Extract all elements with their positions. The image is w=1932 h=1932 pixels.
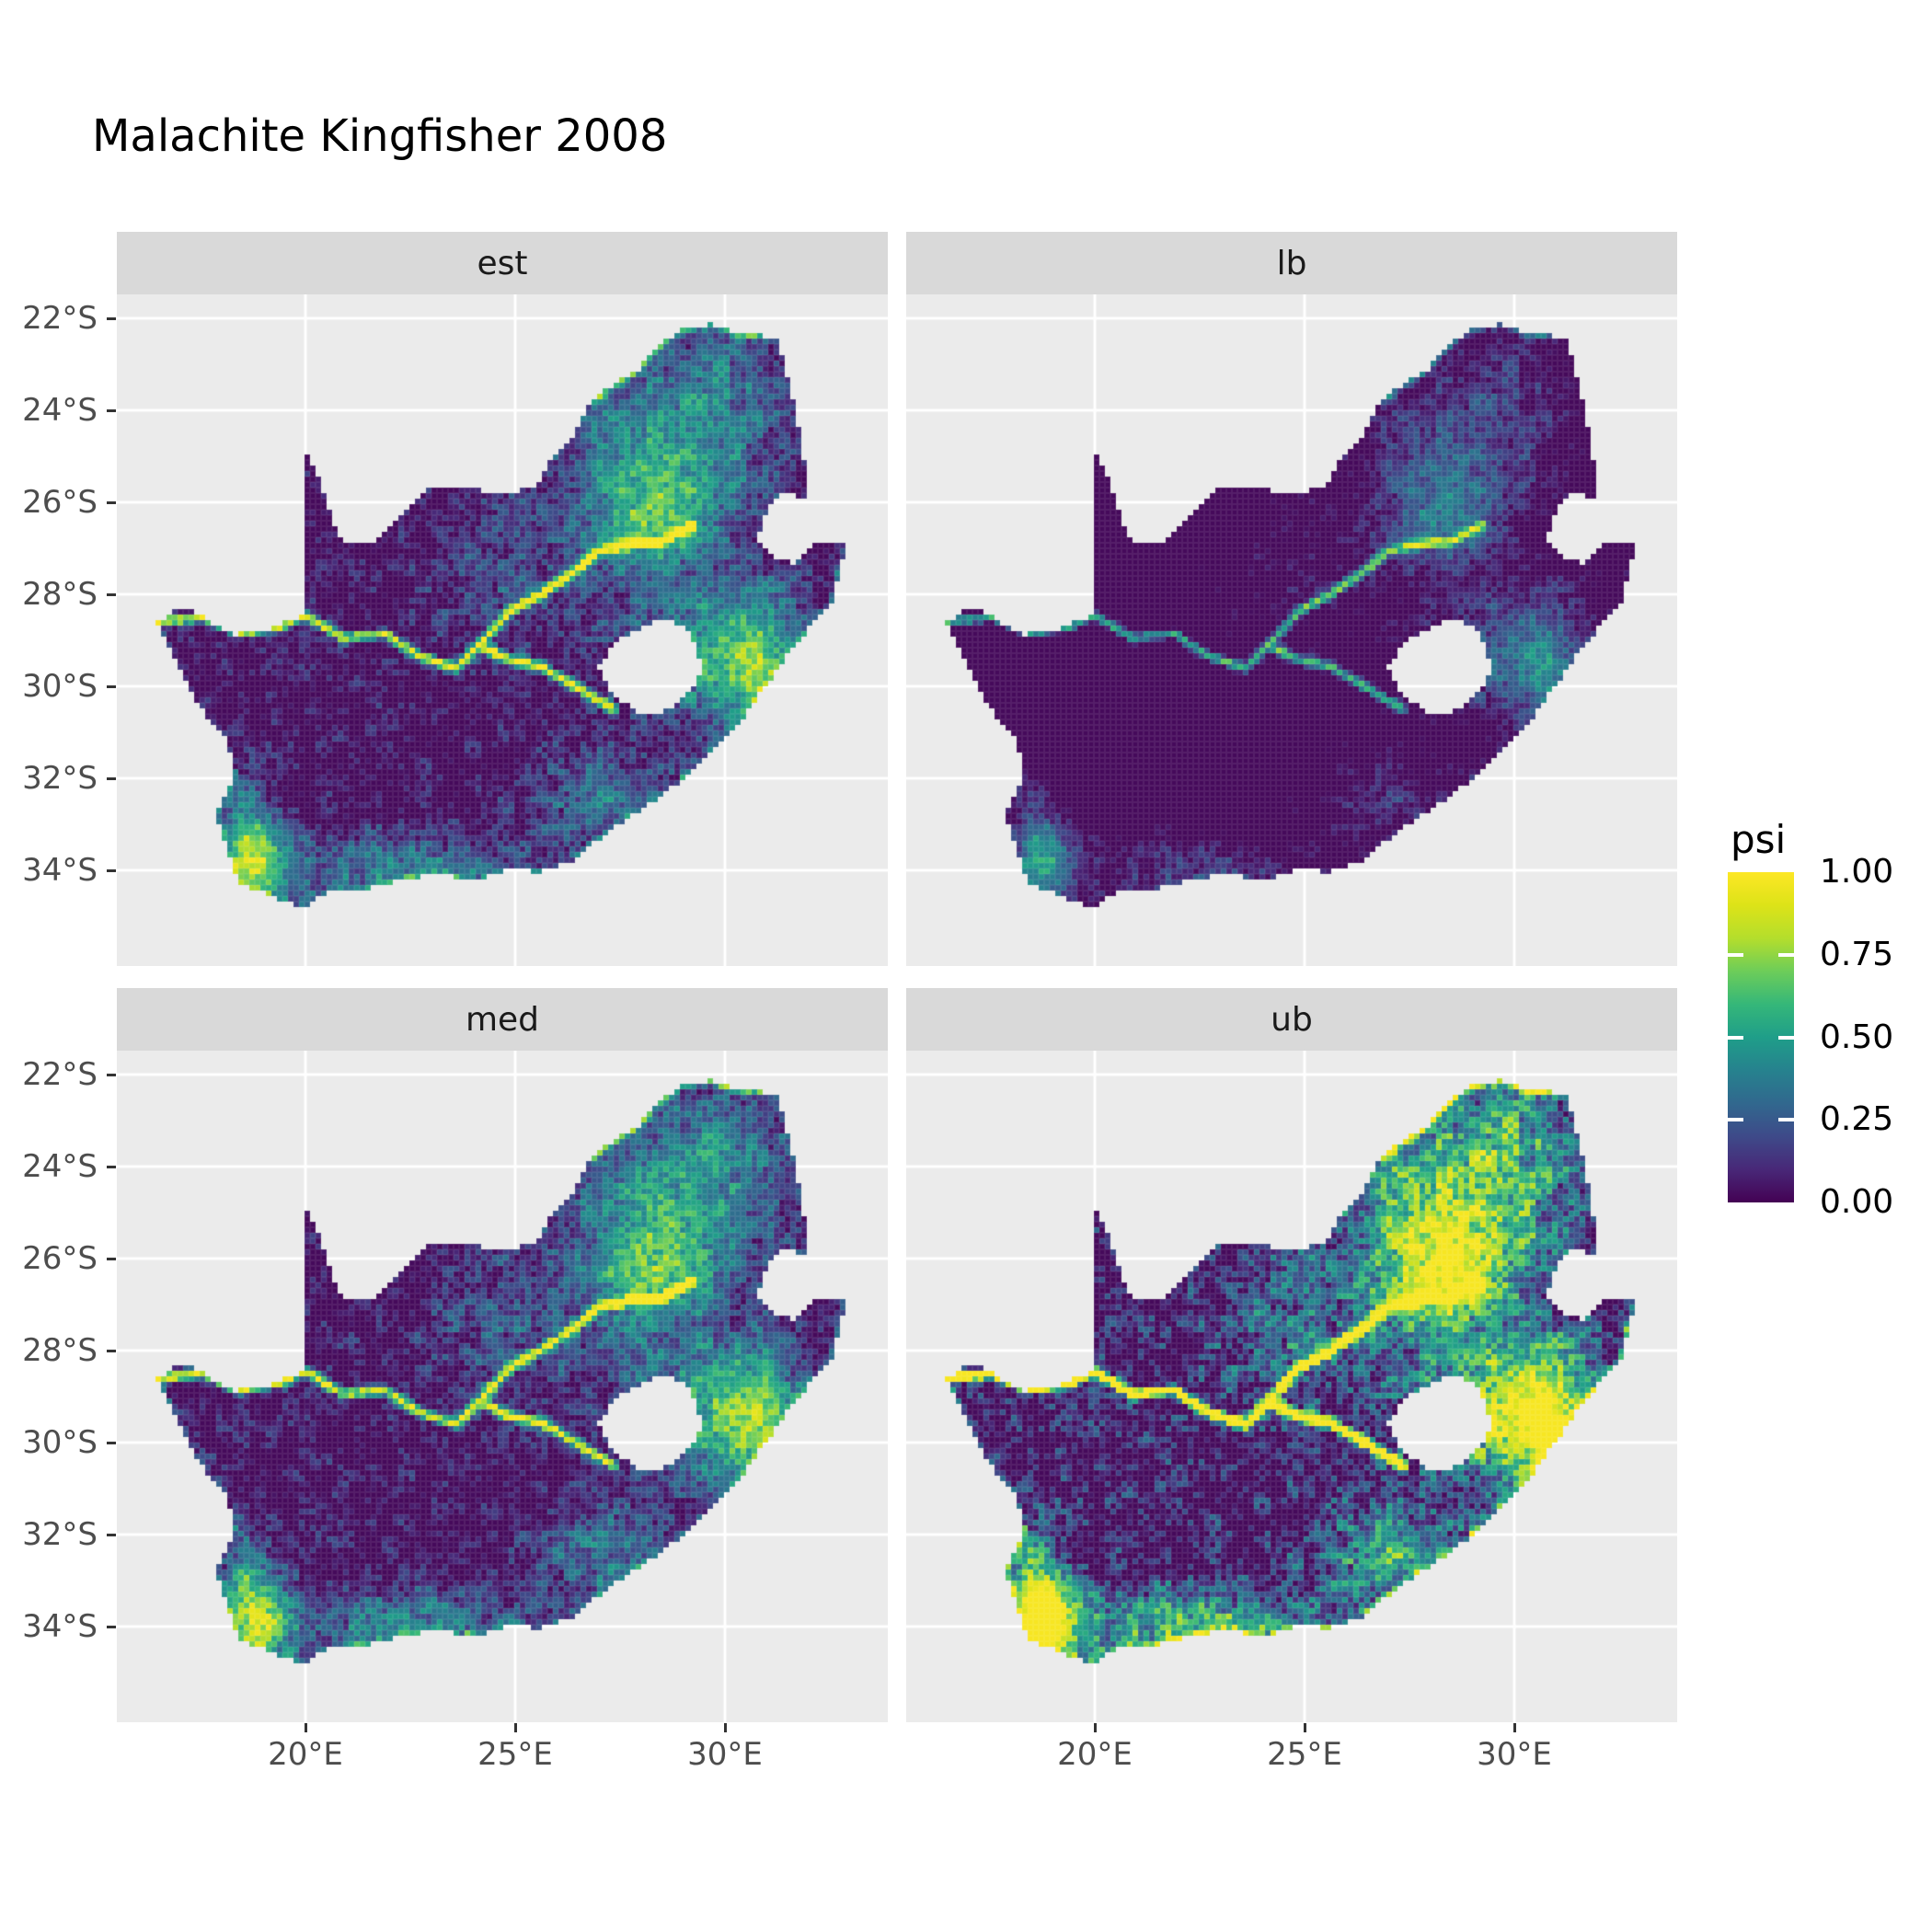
legend-tick-mark-right <box>1778 952 1794 957</box>
y-axis-tick-mark <box>107 1533 116 1536</box>
map-canvas-lb <box>906 294 1677 966</box>
y-axis-tick-mark <box>107 408 116 412</box>
x-axis-tick-label: 25°E <box>477 1736 553 1773</box>
x-axis-tick-mark <box>723 1723 727 1732</box>
y-axis-tick-mark <box>107 684 116 688</box>
legend-tick-label: 0.50 <box>1820 1018 1894 1056</box>
legend-tick-label: 0.75 <box>1820 935 1894 973</box>
y-axis-tick-mark <box>107 592 116 596</box>
map-canvas-med <box>117 1051 888 1722</box>
facet-strip-med: med <box>117 988 888 1051</box>
y-axis-tick-mark <box>107 316 116 320</box>
x-axis-tick-mark <box>513 1723 517 1732</box>
map-canvas-est <box>117 294 888 966</box>
y-axis-tick-label: 26°S <box>22 484 98 521</box>
y-axis-tick-label: 22°S <box>22 300 98 337</box>
y-axis-tick-mark <box>107 776 116 780</box>
y-axis-tick-mark <box>107 1625 116 1628</box>
x-axis-tick-mark <box>1093 1723 1097 1732</box>
x-axis-tick-label: 30°E <box>687 1736 763 1773</box>
legend-tick-mark-right <box>1778 1035 1794 1040</box>
y-axis-tick-label: 34°S <box>22 1608 98 1645</box>
x-axis-tick-label: 25°E <box>1267 1736 1342 1773</box>
y-axis-tick-label: 24°S <box>22 1148 98 1185</box>
legend-tick-mark-left <box>1728 1118 1743 1122</box>
y-axis-tick-label: 34°S <box>22 852 98 889</box>
y-axis-tick-label: 26°S <box>22 1240 98 1277</box>
legend-tick-mark-left <box>1728 952 1743 957</box>
y-axis-tick-mark <box>107 1165 116 1168</box>
facet-strip-label-ub: ub <box>1271 1000 1313 1039</box>
facet-strip-est: est <box>117 232 888 294</box>
y-axis-tick-mark <box>107 1349 116 1352</box>
x-axis-tick-label: 20°E <box>1057 1736 1133 1773</box>
x-axis-tick-label: 30°E <box>1477 1736 1552 1773</box>
legend-tick-label: 0.00 <box>1820 1183 1894 1221</box>
y-axis-tick-label: 24°S <box>22 392 98 429</box>
facet-strip-ub: ub <box>906 988 1677 1051</box>
y-axis-tick-label: 30°S <box>22 668 98 705</box>
legend-tick-mark-right <box>1778 1118 1794 1122</box>
x-axis-tick-mark <box>304 1723 307 1732</box>
x-axis-tick-mark <box>1303 1723 1306 1732</box>
y-axis-tick-mark <box>107 500 116 504</box>
x-axis-tick-mark <box>1512 1723 1516 1732</box>
legend-title: psi <box>1731 817 1787 862</box>
legend-tick-mark-left <box>1728 1035 1743 1040</box>
plot-title: Malachite Kingfisher 2008 <box>92 110 668 162</box>
y-axis-tick-label: 30°S <box>22 1424 98 1461</box>
facet-strip-label-med: med <box>465 1000 540 1039</box>
y-axis-tick-mark <box>107 1073 116 1076</box>
facet-strip-label-lb: lb <box>1276 244 1307 282</box>
y-axis-tick-mark <box>107 1257 116 1260</box>
facet-strip-label-est: est <box>477 244 528 282</box>
map-canvas-ub <box>906 1051 1677 1722</box>
legend-tick-label: 0.25 <box>1820 1100 1894 1139</box>
legend-tick-label: 1.00 <box>1820 853 1894 891</box>
y-axis-tick-mark <box>107 868 116 872</box>
y-axis-tick-label: 32°S <box>22 760 98 797</box>
y-axis-tick-label: 28°S <box>22 1332 98 1369</box>
y-axis-tick-label: 32°S <box>22 1516 98 1553</box>
facet-strip-lb: lb <box>906 232 1677 294</box>
y-axis-tick-label: 22°S <box>22 1056 98 1093</box>
y-axis-tick-label: 28°S <box>22 576 98 613</box>
x-axis-tick-label: 20°E <box>268 1736 343 1773</box>
y-axis-tick-mark <box>107 1441 116 1444</box>
